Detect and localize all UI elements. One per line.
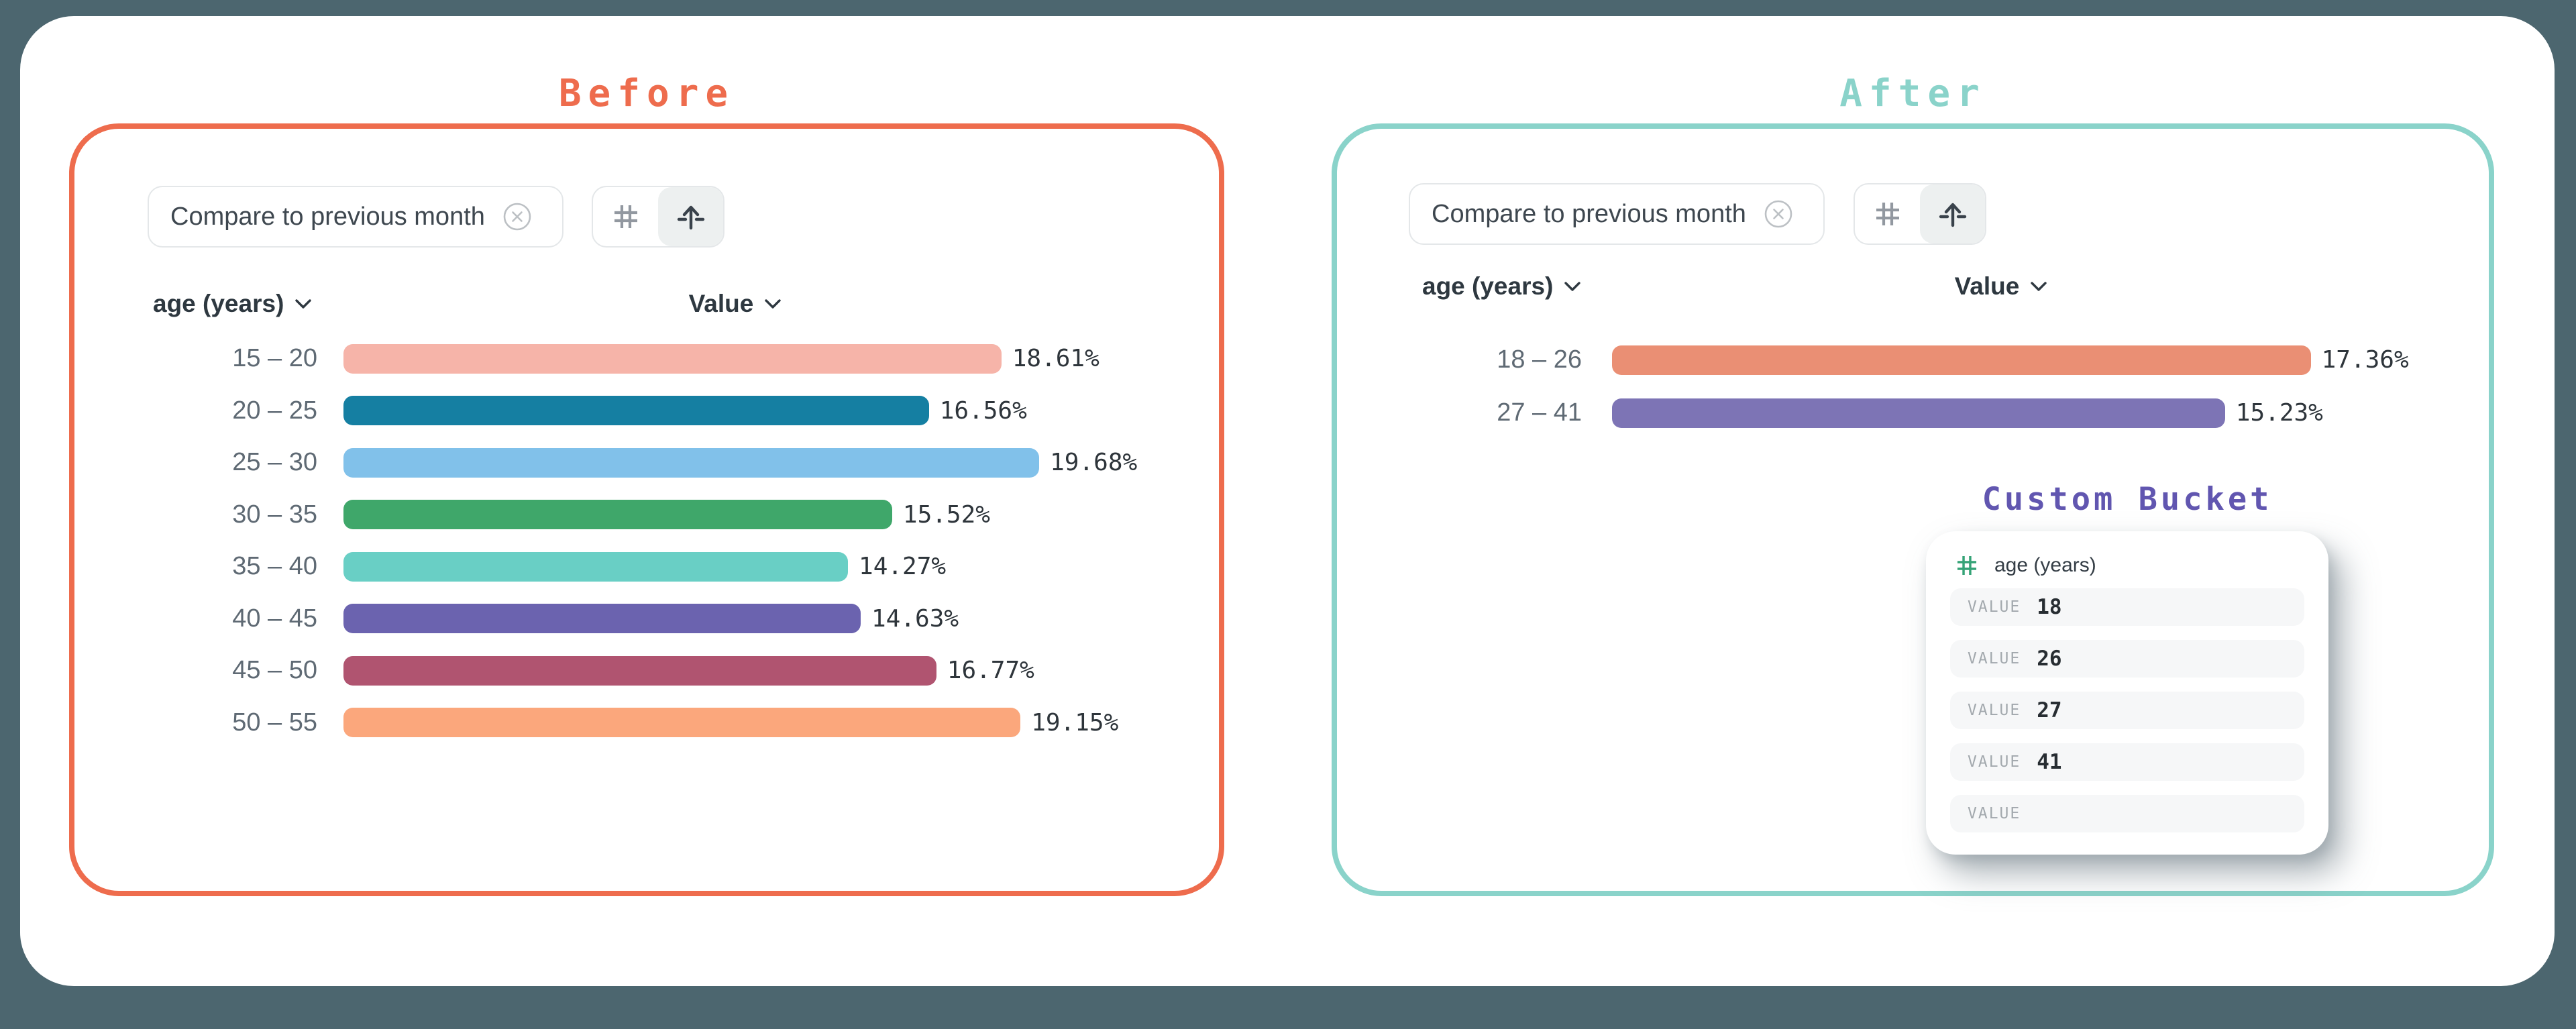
before-chart: 15 – 20 18.61% 20 – 25 16.56% 25 – 30 19.68% 3… [74,333,1219,749]
bucket-value-number: 41 [2037,750,2062,774]
arrow-up-icon [676,201,706,232]
value-label: 19.68% [1050,449,1138,477]
bucket-value-number: 27 [2037,698,2062,722]
view-toggle [592,186,724,248]
before-panel: Compare to previous month [69,123,1224,896]
category-label: 15 – 20 [232,344,317,373]
chart-row: 18 – 26 17.36% [1337,333,2489,386]
bucket-value-row[interactable]: VALUE [1950,795,2304,832]
before-title: Before [558,72,735,115]
bucket-value-number: 18 [2037,595,2062,619]
hash-grid-icon [1872,199,1903,229]
value-label: 15.52% [902,500,990,529]
category-label: 25 – 30 [232,448,317,477]
bar[interactable] [343,396,929,426]
bucket-value-row[interactable]: VALUE 27 [1950,692,2304,729]
circle-x-icon[interactable] [1764,199,1793,229]
chart-row: 30 – 35 15.52% [74,489,1219,541]
dimension-header[interactable]: age (years) [153,287,312,321]
arrow-up-icon [1937,199,1968,229]
bucket-value-row[interactable]: VALUE 41 [1950,743,2304,781]
after-chart: 18 – 26 17.36% 27 – 41 15.23% [1337,333,2489,439]
hash-grid-icon [1954,553,1980,578]
bucket-value-number: 26 [2037,647,2062,671]
chart-row: 20 – 25 16.56% [74,385,1219,437]
bucket-value-label: VALUE [1968,805,2021,822]
toggle-table-view-button[interactable] [1855,184,1920,243]
bar[interactable] [343,655,936,686]
measure-header[interactable]: Value [1867,270,2135,303]
dimension-header-label: age (years) [1422,272,1554,300]
bucket-value-label: VALUE [1968,753,2021,771]
after-panel: Compare to previous month [1332,123,2494,896]
bar[interactable] [343,604,861,634]
value-label: 18.61% [1012,345,1099,373]
bucket-field-header: age (years) [1954,549,2096,582]
chart-row: 25 – 30 19.68% [74,437,1219,489]
measure-header[interactable]: Value [601,287,869,321]
filter-chip[interactable]: Compare to previous month [1409,183,1825,245]
value-label: 16.56% [939,396,1027,425]
toggle-chart-view-button[interactable] [1920,184,1985,243]
value-label: 19.15% [1031,708,1119,737]
chart-row: 50 – 55 19.15% [74,697,1219,749]
after-title: After [1839,72,1986,115]
custom-bucket-panel: age (years) VALUE 18 VALUE 26 VALUE 27 VALUE 41… [1926,531,2328,855]
bar[interactable] [343,551,849,582]
bucket-value-row[interactable]: VALUE 26 [1950,640,2304,678]
category-label: 45 – 50 [232,656,317,685]
value-label: 15.23% [2235,399,2323,427]
chevron-down-icon [1564,281,1581,292]
measure-header-label: Value [688,290,754,317]
value-label: 17.36% [2321,346,2409,374]
bucket-value-label: VALUE [1968,702,2021,719]
category-label: 20 – 25 [232,396,317,425]
filter-chip[interactable]: Compare to previous month [148,186,564,248]
circle-x-icon[interactable] [502,202,532,231]
bucket-value-label: VALUE [1968,598,2021,616]
bar[interactable] [1612,398,2225,428]
category-label: 27 – 41 [1497,398,1582,427]
filter-chip-label: Compare to previous month [1432,199,1746,228]
bucket-value-label: VALUE [1968,650,2021,667]
chart-row: 27 – 41 15.23% [1337,386,2489,439]
dimension-header-label: age (years) [153,290,284,317]
chart-row: 40 – 45 14.63% [74,593,1219,645]
dimension-header[interactable]: age (years) [1422,270,1581,303]
custom-bucket-title: Custom Bucket [1982,481,2273,518]
chart-row: 35 – 40 14.27% [74,541,1219,593]
toggle-chart-view-button[interactable] [658,187,723,246]
chart-row: 15 – 20 18.61% [74,333,1219,385]
measure-header-label: Value [1954,272,2020,300]
category-label: 40 – 45 [232,604,317,633]
bucket-field-label: age (years) [1994,554,2096,576]
bar[interactable] [343,708,1021,738]
bar[interactable] [343,447,1040,478]
view-toggle [1854,183,1986,245]
chevron-down-icon [764,299,782,309]
value-label: 14.63% [871,604,959,633]
value-label: 16.77% [947,657,1034,685]
category-label: 30 – 35 [232,500,317,529]
chevron-down-icon [2030,281,2047,292]
main-card: Before After Compare to previous month [20,16,2555,986]
bucket-value-row[interactable]: VALUE 18 [1950,588,2304,626]
bucket-value-rows: VALUE 18 VALUE 26 VALUE 27 VALUE 41 VALUE [1950,588,2304,832]
chevron-down-icon [294,299,312,309]
filter-chip-label: Compare to previous month [170,202,485,231]
category-label: 35 – 40 [232,552,317,581]
bar[interactable] [1612,345,2311,375]
toggle-table-view-button[interactable] [593,187,658,246]
value-label: 14.27% [859,553,947,581]
bar[interactable] [343,500,892,530]
bar[interactable] [343,343,1002,374]
category-label: 50 – 55 [232,708,317,737]
chart-row: 45 – 50 16.77% [74,645,1219,697]
hash-grid-icon [610,201,641,232]
category-label: 18 – 26 [1497,345,1582,374]
